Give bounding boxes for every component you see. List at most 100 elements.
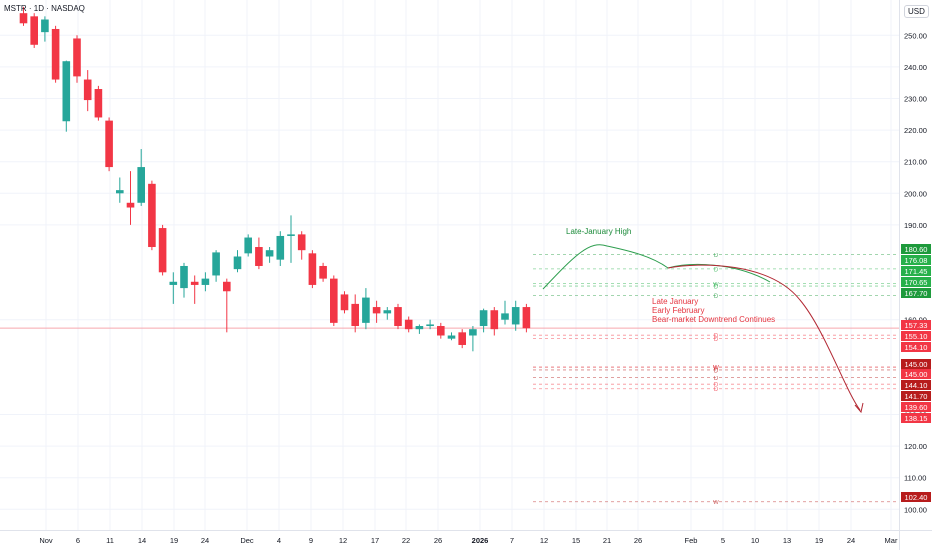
x-tick-label: 13 bbox=[783, 536, 791, 545]
level-tag: D bbox=[714, 294, 719, 300]
candle-body bbox=[383, 310, 392, 314]
candle-body bbox=[469, 329, 477, 336]
price-level-label: 138.15 bbox=[905, 414, 928, 423]
price-level-label-bg bbox=[901, 369, 931, 379]
candle-body bbox=[319, 265, 327, 279]
projection-down-path bbox=[667, 264, 861, 411]
candle-body bbox=[201, 278, 210, 285]
candle-body bbox=[137, 167, 145, 203]
y-tick-label: 210.00 bbox=[904, 158, 927, 167]
x-tick-label: 24 bbox=[847, 536, 855, 545]
candle-body bbox=[244, 237, 252, 254]
candle-body bbox=[276, 235, 285, 260]
y-tick-label: 200.00 bbox=[904, 189, 927, 198]
price-level-label: 176.08 bbox=[905, 256, 928, 265]
candle-body bbox=[447, 335, 456, 339]
candle-body bbox=[51, 28, 60, 80]
x-tick-label: Dec bbox=[240, 536, 254, 545]
price-level-label-bg bbox=[901, 492, 931, 502]
price-level-label: 139.60 bbox=[905, 403, 928, 412]
candle-body bbox=[415, 326, 424, 330]
price-level-label-bg bbox=[901, 413, 931, 423]
price-level-label-bg bbox=[901, 255, 931, 265]
x-tick-label: 19 bbox=[815, 536, 823, 545]
candle-body bbox=[30, 16, 38, 45]
price-level-label: 144.10 bbox=[905, 381, 928, 390]
x-tick-label: 12 bbox=[339, 536, 347, 545]
price-level-label-bg bbox=[901, 244, 931, 254]
candle-body bbox=[105, 120, 113, 168]
y-tick-label: 230.00 bbox=[904, 95, 927, 104]
price-level-label: 171.45 bbox=[905, 267, 928, 276]
annotation-bear-line: Late January bbox=[652, 297, 698, 306]
x-tick-label: Nov bbox=[39, 536, 53, 545]
candle-body bbox=[233, 256, 242, 270]
y-tick-label: 190.00 bbox=[904, 221, 927, 230]
currency-label[interactable]: USD bbox=[904, 5, 929, 18]
price-level-label-bg bbox=[901, 380, 931, 390]
candle-body bbox=[255, 247, 263, 266]
price-level-label: 141.70 bbox=[905, 392, 928, 401]
price-level-label: 154.10 bbox=[905, 343, 928, 352]
candle-body bbox=[426, 324, 434, 327]
candle-body bbox=[180, 265, 188, 289]
price-level-label-bg bbox=[901, 266, 931, 276]
candle-body bbox=[212, 252, 220, 276]
x-tick-label: 26 bbox=[434, 536, 442, 545]
x-tick-label: 17 bbox=[371, 536, 379, 545]
candle-body bbox=[62, 61, 71, 122]
candle-body bbox=[458, 332, 466, 345]
price-level-label-bg bbox=[901, 342, 931, 352]
x-tick-label: 9 bbox=[309, 536, 313, 545]
current-price-label-bg bbox=[901, 320, 931, 330]
candle-body bbox=[148, 183, 156, 248]
candle-body bbox=[501, 313, 509, 320]
candle-body bbox=[490, 310, 499, 330]
price-level-label: 155.10 bbox=[905, 332, 928, 341]
price-level-label: 180.60 bbox=[905, 245, 928, 254]
level-tag: D bbox=[714, 337, 719, 343]
price-level-label: 170.65 bbox=[905, 278, 928, 287]
symbol-title[interactable]: MSTR · 1D · NASDAQ bbox=[4, 4, 85, 13]
candle-body bbox=[265, 250, 274, 257]
candle-body bbox=[351, 303, 359, 327]
x-tick-label: 14 bbox=[138, 536, 146, 545]
candle-body bbox=[126, 202, 135, 208]
level-tag: W bbox=[713, 500, 719, 506]
candle-body bbox=[372, 307, 381, 314]
price-level-label-bg bbox=[901, 359, 931, 369]
projection-arrowhead bbox=[854, 402, 864, 414]
x-tick-label: Feb bbox=[685, 536, 698, 545]
y-tick-label: 120.00 bbox=[904, 442, 927, 451]
x-tick-label: 21 bbox=[603, 536, 611, 545]
x-tick-label: 22 bbox=[402, 536, 410, 545]
level-tag: D bbox=[714, 387, 719, 393]
candle-body bbox=[169, 281, 178, 285]
level-tag: D bbox=[714, 285, 719, 291]
candle-body bbox=[511, 307, 520, 325]
candle-body bbox=[41, 19, 49, 33]
candle-body bbox=[479, 310, 488, 327]
price-level-label-bg bbox=[901, 331, 931, 341]
candle-body bbox=[287, 234, 295, 236]
level-tag: D bbox=[714, 368, 719, 374]
y-tick-label: 100.00 bbox=[904, 505, 927, 514]
candle-body bbox=[223, 281, 231, 292]
candle-body bbox=[83, 79, 92, 101]
price-level-label: 102.40 bbox=[905, 493, 928, 502]
x-tick-label: 24 bbox=[201, 536, 209, 545]
price-level-label: 145.00 bbox=[905, 360, 928, 369]
annotation-high: Late-January High bbox=[566, 227, 631, 236]
level-tag: W bbox=[713, 282, 719, 288]
price-level-label-bg bbox=[901, 402, 931, 412]
candle-body bbox=[437, 326, 445, 336]
level-tag: D bbox=[714, 334, 719, 340]
y-tick-label: 220.00 bbox=[904, 126, 927, 135]
candle-body bbox=[330, 278, 338, 323]
x-tick-label: 4 bbox=[277, 536, 281, 545]
candle-body bbox=[19, 13, 28, 24]
level-tag: D bbox=[714, 376, 719, 382]
x-tick-label: Mar bbox=[885, 536, 898, 545]
candle-body bbox=[340, 294, 349, 311]
